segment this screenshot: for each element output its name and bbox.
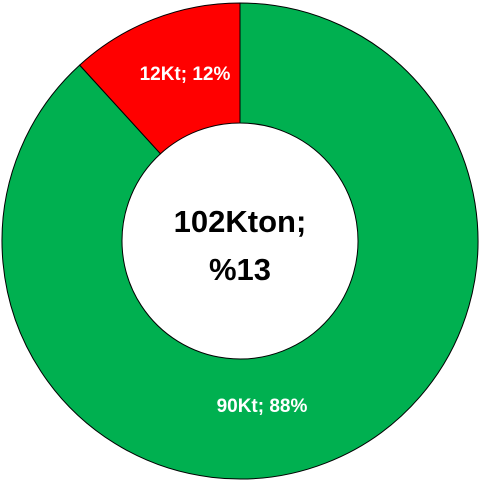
center-label: 102Kton;: [174, 204, 307, 239]
slice: [78, 2, 241, 155]
center-label: %13: [209, 252, 271, 287]
data-label: 12Kt; 12%: [140, 64, 231, 85]
data-label: 90Kt; 88%: [217, 396, 308, 417]
